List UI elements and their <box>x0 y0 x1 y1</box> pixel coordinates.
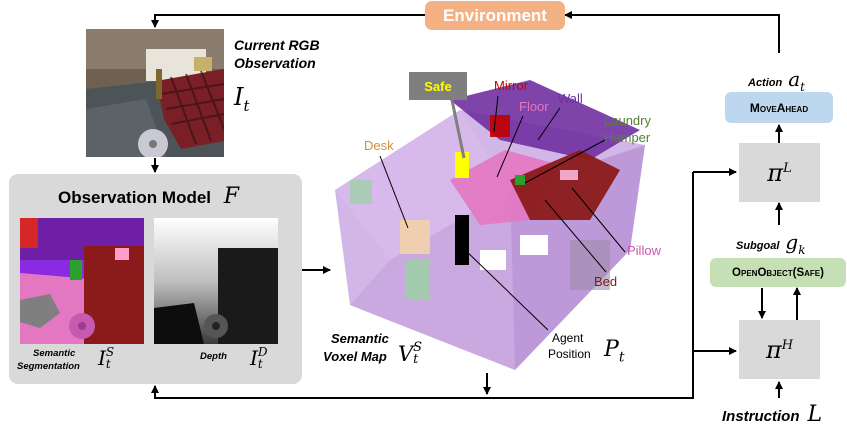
mirror-label: Mirror <box>494 78 528 93</box>
agent-position-line1: Agent <box>552 331 584 345</box>
observation-model-title: Observation Model F <box>58 184 240 209</box>
policy-low-box: πL <box>739 143 820 202</box>
agent-position-symbol: Pt <box>604 337 625 366</box>
voxel-map-label-line2: Voxel Map <box>323 349 387 364</box>
rgb-observation-image <box>86 29 224 157</box>
bed-label: Bed <box>594 274 618 289</box>
semantic-seg-label-line1: Semantic <box>33 348 76 359</box>
action-box: MoveAhead <box>725 92 833 123</box>
policy-high-box: πH <box>739 320 820 379</box>
laundry-label-line1: Laundry <box>604 113 651 128</box>
desk-label: Desk <box>364 138 394 153</box>
action-label: Action at <box>748 67 805 94</box>
instruction-label: Instruction L <box>722 402 823 427</box>
wall-label: Wall <box>558 91 583 106</box>
subgoal-value: OpenObject(Safe) <box>732 266 824 279</box>
semantic-seg-label-line2: Segmentation <box>17 361 80 372</box>
floor-label: Floor <box>519 99 549 114</box>
rgb-symbol: It <box>234 83 250 115</box>
pillow-label: Pillow <box>627 243 661 258</box>
environment-box: Environment <box>425 1 565 30</box>
voxel-map-label-line1: Semantic <box>331 331 389 346</box>
current-rgb-title-line2: Observation <box>234 55 316 71</box>
arrow-action-to-environment <box>564 11 780 53</box>
safe-label-box: Safe <box>409 72 467 100</box>
agent-position-line2: Position <box>548 347 591 361</box>
depth-image <box>154 218 278 344</box>
arrow-environment-to-rgb <box>151 14 425 28</box>
depth-label: Depth <box>200 351 227 362</box>
arrow-bottom-return <box>151 172 694 399</box>
policy-low-symbol: πL <box>767 158 792 187</box>
laundry-label-line2: Hamper <box>604 130 651 145</box>
action-value: MoveAhead <box>749 100 809 115</box>
subgoal-label: Subgoal gk <box>736 230 806 257</box>
current-rgb-title-line1: Current RGB <box>234 37 320 53</box>
environment-label: Environment <box>443 5 547 25</box>
policy-high-symbol: πH <box>765 335 794 364</box>
semantic-segmentation-image <box>20 218 144 344</box>
subgoal-box: OpenObject(Safe) <box>710 258 846 287</box>
safe-label: Safe <box>424 78 452 94</box>
